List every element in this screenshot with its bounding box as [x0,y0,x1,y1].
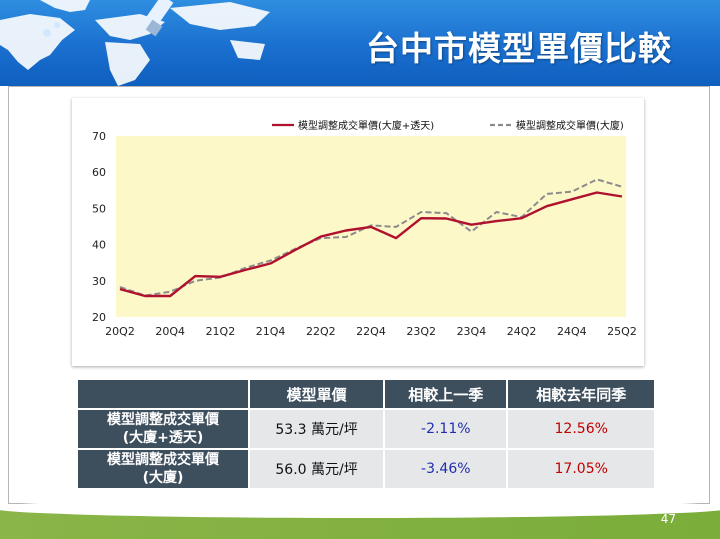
table-header-yoy: 相較去年同季 [508,380,654,408]
table-header-row: 模型單價 相較上一季 相較去年同季 [78,380,654,408]
page-number: 47 [660,512,676,526]
y-tick-label: 70 [92,130,106,143]
table-header-price: 模型單價 [250,380,384,408]
row-yoy: 17.05% [508,450,654,488]
x-tick-label: 23Q4 [457,325,487,338]
slide-title: 台中市模型單價比較 [366,29,672,68]
world-map-decoration [0,0,270,86]
row-qoq: -2.11% [385,410,507,448]
x-tick-label: 20Q2 [105,325,135,338]
table-row: 模型調整成交單價 (大廈) 56.0 萬元/坪 -3.46% 17.05% [78,450,654,488]
x-tick-label: 24Q4 [557,325,587,338]
series-line [119,178,623,297]
x-tick-label: 25Q2 [607,325,637,338]
series-line [119,191,623,298]
comparison-table: 模型單價 相較上一季 相較去年同季 模型調整成交單價 (大廈+透天) 53.3 … [76,378,656,490]
row-label: 模型調整成交單價 (大廈+透天) [78,410,248,448]
legend-label: 模型調整成交單價(大廈) [516,119,624,132]
row-qoq: -3.46% [385,450,507,488]
legend-label: 模型調整成交單價(大廈+透天) [298,119,434,132]
x-tick-label: 20Q4 [155,325,185,338]
x-tick-label: 22Q4 [356,325,386,338]
table-header-blank [78,380,248,408]
slide-footer [0,498,720,539]
x-tick-label: 21Q4 [256,325,286,338]
x-tick-label: 23Q2 [406,325,436,338]
row-label: 模型調整成交單價 (大廈) [78,450,248,488]
x-tick-label: 21Q2 [206,325,236,338]
row-price: 53.3 萬元/坪 [250,410,384,448]
slide-header: 台中市模型單價比較 [0,0,720,86]
table-row: 模型調整成交單價 (大廈+透天) 53.3 萬元/坪 -2.11% 12.56% [78,410,654,448]
chart-canvas: 20 30 40 50 60 70 20Q2 20Q4 21Q2 21Q4 22Q2 22Q4 23Q2… [92,119,637,338]
y-tick-label: 30 [92,275,106,288]
table-header-qoq: 相較上一季 [385,380,507,408]
y-tick-label: 40 [92,239,106,252]
line-chart: 20 30 40 50 60 70 20Q2 20Q4 21Q2 21Q4 22Q2 22Q4 23Q2… [72,98,644,366]
y-tick-label: 60 [92,166,106,179]
y-tick-label: 50 [92,202,106,215]
y-tick-label: 20 [92,311,106,324]
row-price: 56.0 萬元/坪 [250,450,384,488]
satellite-icon [144,0,174,37]
x-tick-label: 22Q2 [306,325,336,338]
x-tick-label: 24Q2 [507,325,537,338]
row-yoy: 12.56% [508,410,654,448]
